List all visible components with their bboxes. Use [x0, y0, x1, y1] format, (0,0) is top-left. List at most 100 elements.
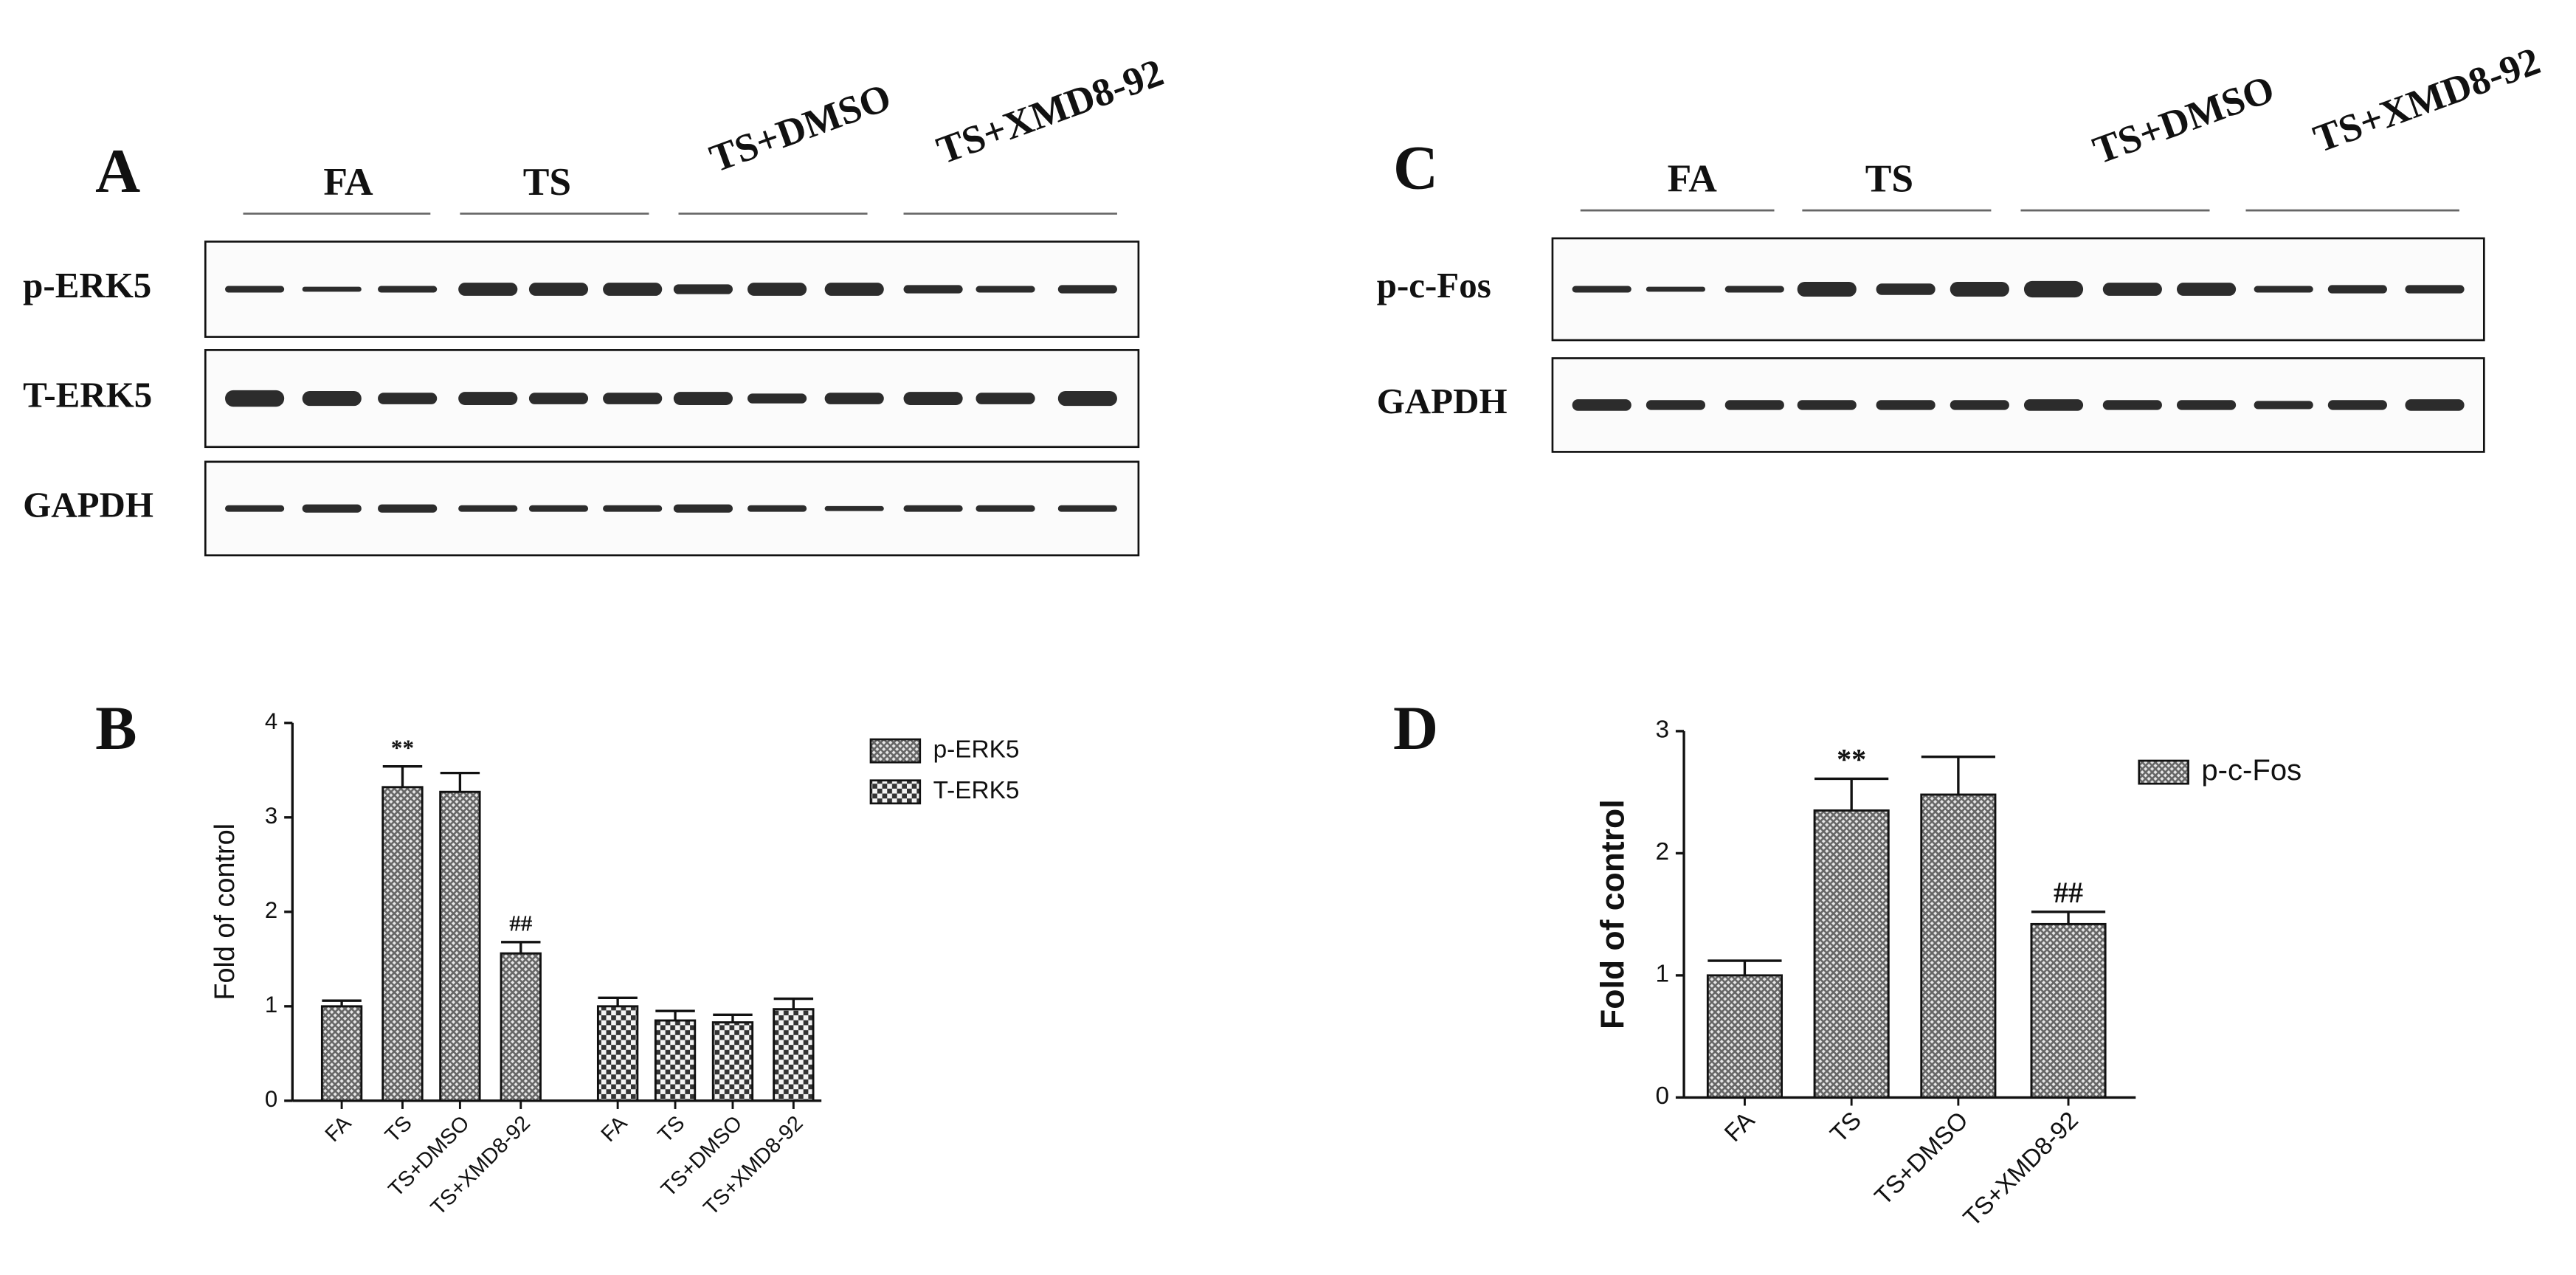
- y-axis-label: Fold of control: [210, 823, 241, 1001]
- blot-band: [2254, 401, 2313, 410]
- blot-band: [225, 390, 285, 407]
- blot-band: [2023, 399, 2084, 411]
- blot-band: [378, 286, 438, 293]
- lane-group-label: TS+DMSO: [704, 75, 897, 181]
- bar: [596, 1005, 639, 1102]
- x-tick-label: TS: [381, 1111, 417, 1147]
- legend-label: T-ERK5: [933, 777, 1020, 804]
- bar: [654, 1019, 697, 1102]
- blot-band: [1057, 391, 1117, 407]
- blot-band: [976, 505, 1035, 512]
- y-tick-label: 4: [265, 708, 277, 734]
- blot-band: [903, 505, 963, 512]
- blot-band: [2102, 400, 2162, 410]
- blot-band: [1646, 400, 1706, 410]
- blot-band: [225, 505, 285, 512]
- blot-band: [225, 286, 285, 293]
- lane-group-label: TS+DMSO: [2088, 66, 2280, 173]
- blot-band: [302, 391, 362, 407]
- blot-band: [1646, 286, 1706, 292]
- blot-band: [378, 504, 438, 513]
- blot-band: [458, 392, 518, 405]
- blot-band: [1950, 281, 2009, 297]
- x-tick-label: TS: [1826, 1107, 1867, 1148]
- blot-band: [2405, 285, 2465, 294]
- blot-row-label: p-c-Fos: [1377, 265, 1491, 305]
- blot-band: [976, 286, 1035, 293]
- blot-band: [1724, 400, 1784, 410]
- bar: [500, 952, 542, 1102]
- blot-band: [673, 504, 733, 513]
- blot-frame: [1551, 357, 2485, 453]
- blot-band: [903, 285, 963, 294]
- x-tick-label: FA: [1719, 1106, 1761, 1147]
- significance-mark: **: [391, 735, 414, 761]
- blot-band: [1572, 399, 1631, 411]
- blot-band: [903, 392, 963, 405]
- blot-band: [603, 505, 663, 512]
- blot-band: [2023, 280, 2084, 298]
- legend-label: p-c-Fos: [2201, 754, 2302, 787]
- y-axis-label: Fold of control: [1595, 799, 1631, 1029]
- blot-band: [2176, 283, 2237, 296]
- blot-band: [528, 505, 589, 512]
- y-tick-label: 2: [265, 897, 277, 923]
- blot-band: [1057, 285, 1117, 294]
- blot-band: [2327, 400, 2387, 410]
- blot-row-label: p-ERK5: [23, 265, 151, 305]
- bar: [711, 1021, 754, 1102]
- lane-group-label: TS+XMD8-92: [2307, 38, 2545, 161]
- y-tick-label: 3: [265, 803, 277, 829]
- panel-letter: D: [1393, 694, 1438, 763]
- blot-band: [603, 283, 663, 296]
- blot-row-label: GAPDH: [23, 484, 153, 525]
- y-tick-label: 1: [265, 992, 277, 1017]
- legend-swatch: [869, 779, 922, 805]
- y-tick-label: 2: [1655, 838, 1669, 865]
- significance-mark: ##: [509, 911, 533, 936]
- lane-group-label: TS: [1865, 156, 1913, 201]
- blot-band: [1724, 286, 1784, 293]
- y-tick-label: 0: [265, 1086, 277, 1112]
- panel-letter: B: [95, 694, 137, 763]
- blot-band: [1797, 281, 1857, 297]
- blot-band: [528, 283, 589, 296]
- bar: [381, 786, 424, 1102]
- blot-band: [1876, 283, 1936, 295]
- legend-swatch: [869, 738, 922, 764]
- significance-mark: ##: [2054, 876, 2083, 909]
- blot-band: [302, 504, 362, 513]
- blot-band: [2405, 399, 2465, 411]
- blot-band: [2102, 283, 2162, 296]
- blot-band: [673, 284, 733, 294]
- blot-band: [976, 393, 1035, 404]
- blot-band: [528, 393, 589, 404]
- bar: [1706, 974, 1783, 1099]
- bar: [320, 1005, 363, 1102]
- blot-band: [2254, 286, 2313, 293]
- blot-band: [378, 393, 438, 404]
- bar: [1813, 809, 1890, 1099]
- bar: [773, 1008, 815, 1102]
- blot-band: [2327, 285, 2387, 294]
- lane-group-label: FA: [1668, 156, 1718, 201]
- x-tick-label: TS+XMD8-92: [1958, 1107, 2084, 1232]
- blot-band: [824, 283, 884, 296]
- x-tick-label: TS: [654, 1111, 690, 1147]
- x-tick-label: FA: [597, 1111, 632, 1147]
- panel-letter: A: [95, 137, 140, 206]
- y-tick-label: 0: [1655, 1082, 1669, 1110]
- blot-band: [1797, 400, 1857, 410]
- legend-swatch: [2138, 759, 2189, 785]
- bar: [439, 790, 481, 1102]
- bar: [2030, 922, 2107, 1099]
- lane-group-label: TS: [523, 159, 571, 204]
- blot-band: [1572, 286, 1631, 293]
- blot-band: [1950, 400, 2009, 410]
- x-tick-label: TS+DMSO: [1870, 1107, 1974, 1211]
- panel-letter: C: [1393, 134, 1438, 203]
- x-tick-label: FA: [321, 1111, 356, 1147]
- blot-band: [458, 283, 518, 296]
- blot-band: [302, 286, 362, 292]
